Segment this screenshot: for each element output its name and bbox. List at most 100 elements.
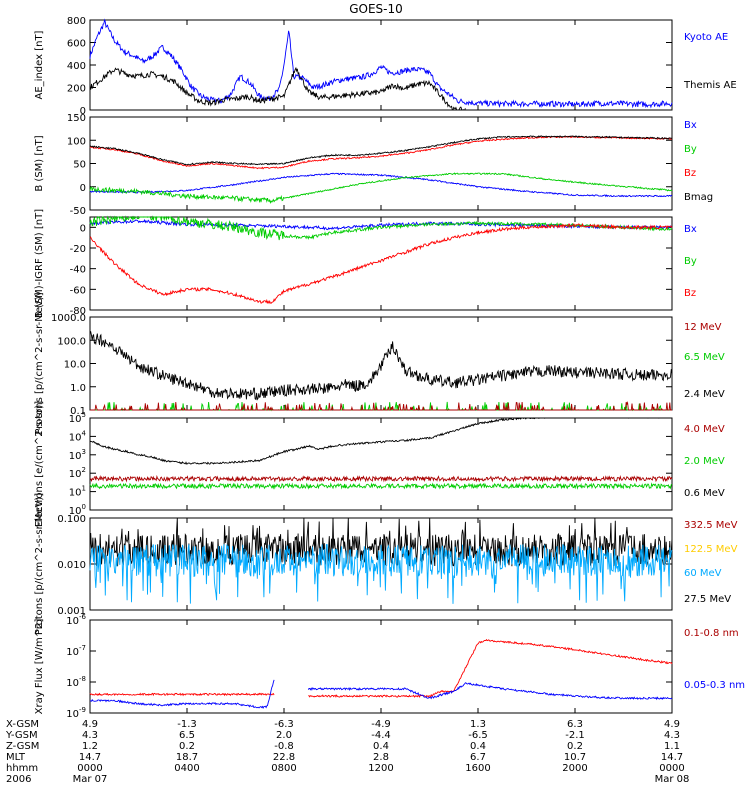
series-line-by	[89, 172, 673, 204]
legend-entry: Bz	[684, 288, 696, 299]
series-line-2-4-mev	[89, 331, 673, 401]
legend-entry: 2.4 MeV	[684, 389, 725, 400]
series-line-0-05-0-3-nm	[307, 682, 673, 701]
x-row-value: 2.8	[373, 752, 389, 763]
x-row-value: 18.7	[176, 752, 198, 763]
x-row-label: Z-GSM	[6, 741, 39, 752]
series-line-bz	[89, 135, 673, 170]
legend-entry: Themis AE	[683, 80, 737, 91]
legend-entry: Bx	[684, 120, 697, 131]
panel-frame	[89, 619, 673, 714]
x-row-value: 10.7	[564, 752, 586, 763]
legend-entry: 0.6 MeV	[684, 488, 725, 499]
y-tick-label: 105	[69, 411, 86, 425]
x-row-value: 2000	[562, 763, 587, 774]
y-axis-label: Electrons [e/(cm^2-s-sr)]	[34, 401, 45, 527]
x-row-value: -0.8	[274, 741, 294, 752]
panel-frame	[89, 316, 673, 411]
x-row-value: -6.3	[274, 719, 294, 730]
legend-entry: 60 MeV	[684, 568, 722, 579]
series-line-0-1-0-8-nm	[308, 638, 673, 698]
y-tick-label: -50	[70, 206, 86, 217]
x-row-value: 6.7	[470, 752, 486, 763]
legend-entry: 6.5 MeV	[684, 352, 725, 363]
series-line-0-05-0-3-nm	[89, 679, 275, 709]
x-row-value: 1.1	[664, 741, 680, 752]
y-tick-label: 100.0	[57, 336, 86, 347]
series-line-60-mev	[89, 543, 673, 604]
y-tick-label: 0	[80, 106, 86, 117]
legend-entry: 122.5 MeV	[684, 544, 738, 555]
x-row-value: -1.3	[177, 719, 197, 730]
panel-6: 10-9 10-8 10-7 10-6 Xray Flux [W/m^2] 0.1-0.8…	[34, 613, 745, 720]
y-tick-label: -80	[70, 306, 86, 317]
x-row-value: 6.5	[179, 730, 195, 741]
legend-entry: By	[684, 256, 697, 267]
x-row-value: -4.9	[371, 719, 391, 730]
y-tick-label: 104	[69, 429, 87, 443]
legend-entry: Bz	[684, 168, 696, 179]
x-row-value: 2.0	[276, 730, 292, 741]
y-axis-label: B (SM) [nT]	[34, 135, 45, 191]
y-axis-label: Protons [p/(cm^2-s-sr-MeV)]	[34, 292, 45, 434]
legend-entry: 2.0 MeV	[684, 456, 725, 467]
y-tick-label: 0	[80, 223, 86, 234]
y-tick-label: 10-7	[66, 644, 86, 658]
y-tick-label: 0.1	[70, 406, 86, 417]
x-row-value: 4.3	[82, 730, 98, 741]
series-line-bmag	[89, 135, 673, 166]
x-row-label: Y-GSM	[5, 730, 38, 741]
y-tick-label: 10.0	[64, 360, 86, 371]
y-tick-label: 400	[67, 61, 86, 72]
x-row-value: 0.4	[373, 741, 389, 752]
x-row-value: 0.4	[470, 741, 486, 752]
y-tick-label: 100	[67, 136, 86, 147]
y-tick-label: 0.010	[57, 560, 86, 571]
x-row-value: 14.7	[79, 752, 101, 763]
x-row-value: 14.7	[661, 752, 683, 763]
y-tick-label: -40	[70, 265, 86, 276]
series-line-kyoto-ae	[89, 18, 673, 109]
x-row-value: 0.2	[567, 741, 583, 752]
y-tick-label: 101	[69, 485, 86, 499]
x-row-value: 0800	[271, 763, 296, 774]
x-row-value: -2.1	[565, 730, 585, 741]
y-axis-label: Xray Flux [W/m^2]	[34, 619, 45, 715]
x-row-value: 0400	[174, 763, 199, 774]
y-tick-label: 103	[69, 448, 86, 462]
x-row-value: 1.3	[470, 719, 486, 730]
legend-entry: Kyoto AE	[684, 32, 728, 43]
series-line-themis-ae	[89, 66, 466, 111]
y-tick-label: 600	[67, 39, 86, 50]
series-line-0-1-0-8-nm	[89, 692, 275, 697]
x-row-value: 1.2	[82, 741, 98, 752]
series-line-bx	[89, 172, 673, 198]
y-tick-label: 10-8	[66, 675, 86, 689]
x-row-value: 22.8	[273, 752, 295, 763]
y-tick-label: 50	[73, 160, 86, 171]
y-tick-label: 200	[67, 84, 86, 95]
x-row-value: 0000	[77, 763, 102, 774]
x-row-value: -4.4	[371, 730, 391, 741]
panel-5: 0.001 0.010 0.100 Protons [p/(cm^2-s-sr-MeV…	[34, 493, 738, 635]
legend-entry: 0.05-0.3 nm	[684, 680, 745, 691]
x-row-value: Mar 08	[655, 774, 690, 785]
y-tick-label: 0.100	[57, 514, 86, 525]
legend-entry: Bx	[684, 224, 697, 235]
y-tick-label: 150	[67, 113, 86, 124]
y-tick-label: 10-9	[66, 706, 86, 720]
x-axis-annotation: X-GSM 4.9 -1.3 -6.3 -4.9 1.3 6.3 4.9 Y-GSM 4.3 6.5…	[5, 719, 689, 785]
legend-entry: 27.5 MeV	[684, 594, 731, 605]
y-axis-label: Protons [p/(cm^2-s-sr-MeV)]	[34, 493, 45, 635]
legend-entry: 4.0 MeV	[684, 424, 725, 435]
x-row-value: 4.9	[82, 719, 98, 730]
y-tick-label: 0	[80, 183, 86, 194]
y-tick-label: 800	[67, 16, 86, 27]
series-line-2-0-mev	[89, 482, 673, 490]
y-axis-label: B (SM)-IGRF (SM) [nT]	[34, 209, 45, 318]
panel-0: 0 200 400 600 800 AE_index [nT] Kyoto AE Themis…	[34, 16, 737, 117]
panel-frame	[89, 417, 673, 511]
